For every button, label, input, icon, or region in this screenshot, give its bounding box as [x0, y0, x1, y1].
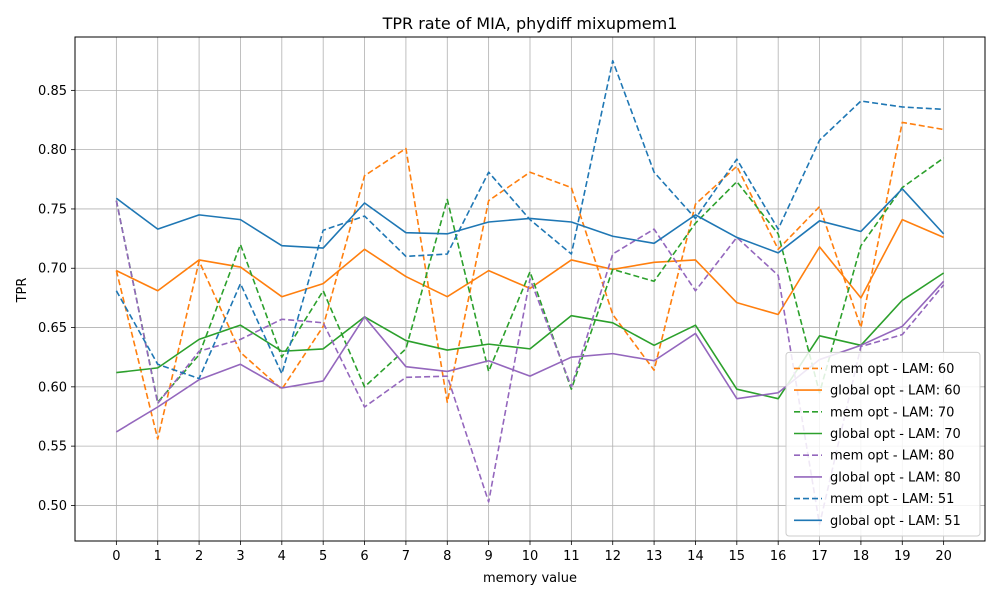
series-line-3 [115, 157, 945, 404]
legend-label: global opt - LAM: 60 [830, 384, 961, 399]
y-axis-label: TPR [15, 278, 30, 304]
y-tick-label: 0.70 [38, 262, 67, 277]
x-tick-label: 9 [484, 549, 492, 564]
x-tick-label: 11 [563, 549, 580, 564]
legend-label: global opt - LAM: 70 [830, 427, 961, 442]
y-tick-label: 0.60 [38, 380, 67, 395]
x-tick-label: 12 [604, 549, 621, 564]
legend-box [785, 351, 981, 537]
x-tick-label: 18 [853, 549, 870, 564]
legend-label: mem opt - LAM: 70 [830, 405, 954, 420]
x-tick-label: 6 [360, 549, 368, 564]
x-tick-label: 3 [236, 549, 244, 564]
legend-label: mem opt - LAM: 51 [830, 492, 954, 507]
x-tick-label: 17 [811, 549, 828, 564]
x-tick-label: 2 [195, 549, 203, 564]
series-line-8 [115, 187, 945, 254]
x-tick-label: 5 [319, 549, 327, 564]
x-tick-label: 16 [770, 549, 787, 564]
x-tick-label: 0 [112, 549, 120, 564]
y-tick-label: 0.75 [38, 202, 67, 217]
y-tick-label: 0.55 [38, 440, 67, 455]
series-line-1 [115, 121, 944, 440]
legend: mem opt - LAM: 60 global opt - LAM: 60 mem… [785, 351, 981, 537]
x-tick-label: 20 [935, 549, 952, 564]
y-tick-label: 0.65 [38, 321, 67, 336]
legend-label: mem opt - LAM: 60 [830, 362, 954, 377]
x-tick-label: 15 [729, 549, 746, 564]
x-tick-label: 8 [443, 549, 451, 564]
series-line-5 [115, 200, 945, 526]
y-tick-label: 0.80 [38, 143, 67, 158]
legend-label: global opt - LAM: 80 [830, 470, 961, 485]
x-tick-label: 1 [154, 549, 162, 564]
x-tick-label: 13 [646, 549, 663, 564]
x-axis-label: memory value [483, 571, 577, 586]
x-tick-label: 7 [402, 549, 410, 564]
x-axis-ticks: 0 1 2 3 4 5 6 7 8 9 10 11 12 13 14 15 16 17 18 19 20 [112, 541, 952, 564]
legend-label: mem opt - LAM: 80 [830, 449, 954, 464]
y-tick-label: 0.50 [38, 499, 67, 514]
chart-title: TPR rate of MIA, phydiff mixupmem1 [382, 14, 678, 33]
series-line-2 [116, 218, 944, 316]
y-tick-label: 0.85 [38, 84, 67, 99]
x-tick-label: 4 [278, 549, 286, 564]
x-tick-label: 14 [687, 549, 704, 564]
x-tick-label: 10 [522, 549, 539, 564]
series-line-7 [115, 59, 944, 380]
legend-label: global opt - LAM: 51 [830, 514, 961, 529]
x-tick-label: 19 [894, 549, 911, 564]
y-axis-ticks: 0.50 0.55 0.60 0.65 0.70 0.75 0.80 0.85 [38, 84, 75, 514]
